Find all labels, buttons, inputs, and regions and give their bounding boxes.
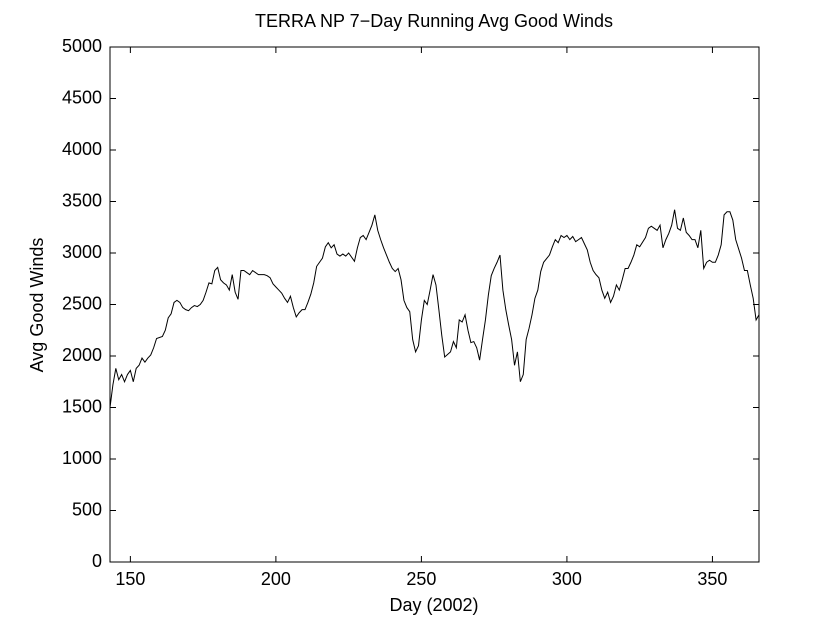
data-line xyxy=(109,209,760,408)
y-tick-label: 1000 xyxy=(62,448,102,468)
y-tick-label: 4500 xyxy=(62,87,102,107)
x-tick-label: 350 xyxy=(697,569,727,589)
y-tick-label: 5000 xyxy=(62,36,102,56)
chart-title: TERRA NP 7−Day Running Avg Good Winds xyxy=(255,11,613,31)
x-axis-label: Day (2002) xyxy=(389,595,478,615)
x-tick-label: 250 xyxy=(406,569,436,589)
y-tick-label: 2000 xyxy=(62,345,102,365)
y-tick-label: 2500 xyxy=(62,293,102,313)
x-tick-label: 150 xyxy=(115,569,145,589)
x-tick-label: 300 xyxy=(552,569,582,589)
x-tick-label: 200 xyxy=(261,569,291,589)
y-tick-label: 3500 xyxy=(62,190,102,210)
y-tick-label: 4000 xyxy=(62,139,102,159)
y-tick-label: 0 xyxy=(92,551,102,571)
y-axis-label: Avg Good Winds xyxy=(27,238,47,373)
y-tick-label: 1500 xyxy=(62,396,102,416)
y-tick-label: 3000 xyxy=(62,242,102,262)
y-tick-label: 500 xyxy=(72,499,102,519)
